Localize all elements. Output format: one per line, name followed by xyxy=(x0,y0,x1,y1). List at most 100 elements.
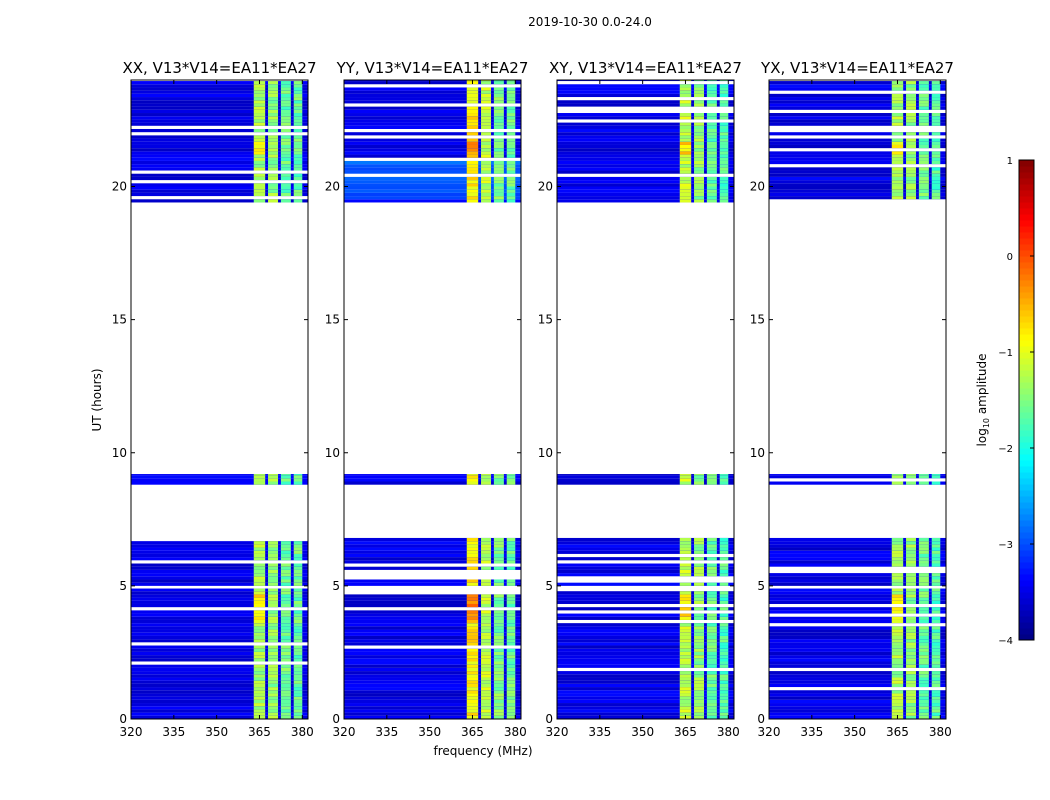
heatmap-row xyxy=(557,563,734,567)
heatmap-rfi-cell xyxy=(280,544,291,548)
heatmap-rfi-cell xyxy=(466,186,479,190)
heatmap-rfi-cell xyxy=(268,603,279,608)
heatmap-rfi-cell xyxy=(293,474,303,476)
heatmap-row xyxy=(131,591,308,595)
heatmap-rfi-cell xyxy=(679,537,692,542)
heatmap-rfi-cell xyxy=(891,651,904,656)
heatmap-row xyxy=(344,651,521,656)
heatmap-row xyxy=(344,160,521,165)
heatmap-rfi-cell xyxy=(719,544,729,548)
heatmap-row xyxy=(344,655,521,659)
heatmap-rfi-cell xyxy=(253,151,266,155)
heatmap-rfi-cell xyxy=(694,196,705,200)
heatmap-rfi-cell xyxy=(481,623,492,627)
y-tick-label: 5 xyxy=(545,579,553,593)
colorbar-segment xyxy=(1019,274,1034,281)
heatmap-rfi-cell xyxy=(918,712,929,716)
heatmap-rfi-cell xyxy=(906,677,917,681)
heatmap-rfi-cell xyxy=(280,553,291,558)
heatmap-rfi-cell xyxy=(891,151,904,155)
heatmap-rfi-cell xyxy=(918,683,929,688)
heatmap-rfi-cell xyxy=(694,696,705,700)
heatmap-rfi-cell xyxy=(506,687,516,691)
heatmap-rfi-cell xyxy=(466,541,479,545)
colorbar-segment xyxy=(1019,454,1034,461)
colorbar-segment xyxy=(1019,202,1034,209)
heatmap-rfi-cell xyxy=(931,113,941,117)
heatmap-rfi-cell xyxy=(918,600,929,604)
heatmap-rfi-cell xyxy=(918,576,929,580)
heatmap-rfi-cell xyxy=(280,164,291,168)
heatmap-rfi-cell xyxy=(694,642,705,646)
heatmap-rfi-cell xyxy=(293,632,303,636)
heatmap-row xyxy=(131,610,308,614)
heatmap-rfi-cell xyxy=(706,594,717,598)
heatmap-rfi-cell xyxy=(931,196,941,200)
heatmap-rfi-cell xyxy=(506,651,516,656)
heatmap-rfi-cell xyxy=(268,135,279,139)
heatmap-rfi-cell xyxy=(481,106,492,110)
heatmap-row xyxy=(344,610,521,614)
heatmap-rfi-cell xyxy=(679,639,692,643)
heatmap-row xyxy=(557,715,734,719)
x-tick-label: 335 xyxy=(375,725,398,739)
heatmap-rfi-cell xyxy=(280,128,291,133)
heatmap-rfi-cell xyxy=(506,100,516,104)
heatmap-rfi-cell xyxy=(466,651,479,656)
heatmap-rfi-cell xyxy=(679,180,692,184)
heatmap-rfi-cell xyxy=(253,93,266,98)
heatmap-rfi-cell xyxy=(493,176,504,181)
y-tick-label: 5 xyxy=(332,579,340,593)
heatmap-rfi-cell xyxy=(293,553,303,558)
heatmap-row xyxy=(131,557,308,561)
heatmap-row xyxy=(131,116,308,120)
heatmap-rfi-cell xyxy=(253,648,266,652)
y-tick-label: 10 xyxy=(750,446,765,460)
heatmap-row xyxy=(557,183,734,187)
heatmap-rfi-cell xyxy=(719,196,729,200)
heatmap-row xyxy=(131,553,308,558)
heatmap-rfi-cell xyxy=(280,594,291,598)
heatmap-rfi-cell xyxy=(891,629,904,633)
heatmap-rfi-cell xyxy=(293,619,303,624)
heatmap-rfi-cell xyxy=(694,125,705,129)
heatmap-row xyxy=(557,132,734,136)
heatmap-rfi-cell xyxy=(706,607,717,611)
heatmap-rfi-cell xyxy=(268,591,279,595)
heatmap-rfi-cell xyxy=(253,576,266,580)
heatmap-rfi-cell xyxy=(891,183,904,187)
heatmap-rfi-cell xyxy=(481,696,492,700)
heatmap-rfi-cell xyxy=(506,122,516,126)
heatmap-rfi-cell xyxy=(268,683,279,688)
heatmap-rfi-cell xyxy=(493,651,504,656)
heatmap-rfi-cell xyxy=(280,151,291,155)
heatmap-rfi-cell xyxy=(253,157,266,161)
heatmap-rfi-cell xyxy=(293,106,303,110)
heatmap-rfi-cell xyxy=(719,632,729,636)
heatmap-rfi-cell xyxy=(706,167,717,171)
figure-suptitle: 2019-10-30 0.0-24.0 xyxy=(528,15,652,29)
heatmap-rfi-cell xyxy=(931,619,941,624)
heatmap-rfi-cell xyxy=(906,626,917,630)
heatmap-row xyxy=(131,141,308,145)
heatmap-rfi-cell xyxy=(506,141,516,145)
heatmap-rfi-cell xyxy=(679,674,692,678)
heatmap-rfi-cell xyxy=(719,712,729,716)
heatmap-rfi-cell xyxy=(706,687,717,691)
heatmap-rfi-cell xyxy=(891,576,904,580)
heatmap-row xyxy=(557,151,734,155)
heatmap-rfi-cell xyxy=(280,192,291,197)
heatmap-rfi-cell xyxy=(268,569,279,574)
heatmap-rfi-cell xyxy=(253,664,266,668)
heatmap-rfi-cell xyxy=(481,683,492,688)
heatmap-row xyxy=(131,148,308,152)
colorbar-segment xyxy=(1019,322,1034,329)
heatmap-rfi-cell xyxy=(466,160,479,165)
heatmap-rfi-cell xyxy=(918,610,929,614)
heatmap-rfi-cell xyxy=(493,119,504,123)
heatmap-rfi-cell xyxy=(268,715,279,719)
heatmap-rfi-cell xyxy=(481,199,492,203)
heatmap-rfi-cell xyxy=(506,703,516,707)
heatmap-row xyxy=(769,594,946,598)
heatmap-rfi-cell xyxy=(719,125,729,129)
